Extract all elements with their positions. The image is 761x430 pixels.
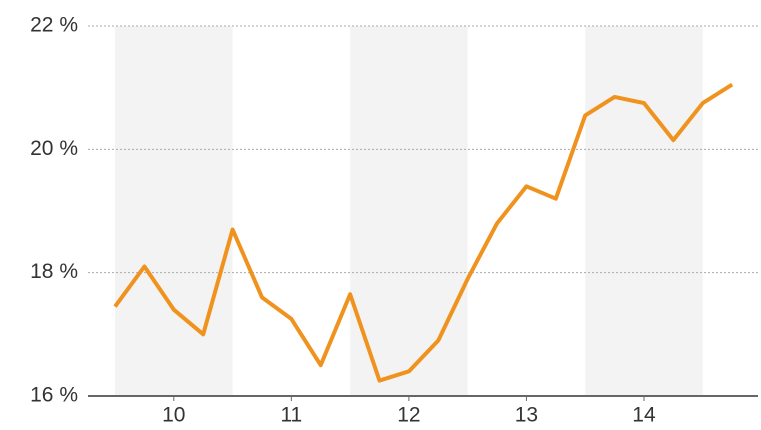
x-tick-label: 12 — [397, 404, 420, 427]
band — [115, 26, 233, 396]
data-line — [113, 82, 734, 383]
x-tick-label: 14 — [632, 404, 656, 427]
band — [585, 26, 703, 396]
y-tick-label: 16 % — [30, 384, 78, 407]
y-tick-label: 20 % — [30, 137, 78, 160]
band — [350, 26, 468, 396]
x-tick-label: 11 — [280, 404, 302, 427]
x-tick-label: 10 — [162, 404, 185, 427]
y-tick-label: 18 % — [30, 260, 78, 283]
y-tick-label: 22 % — [30, 14, 78, 37]
x-tick-label: 13 — [515, 404, 538, 427]
